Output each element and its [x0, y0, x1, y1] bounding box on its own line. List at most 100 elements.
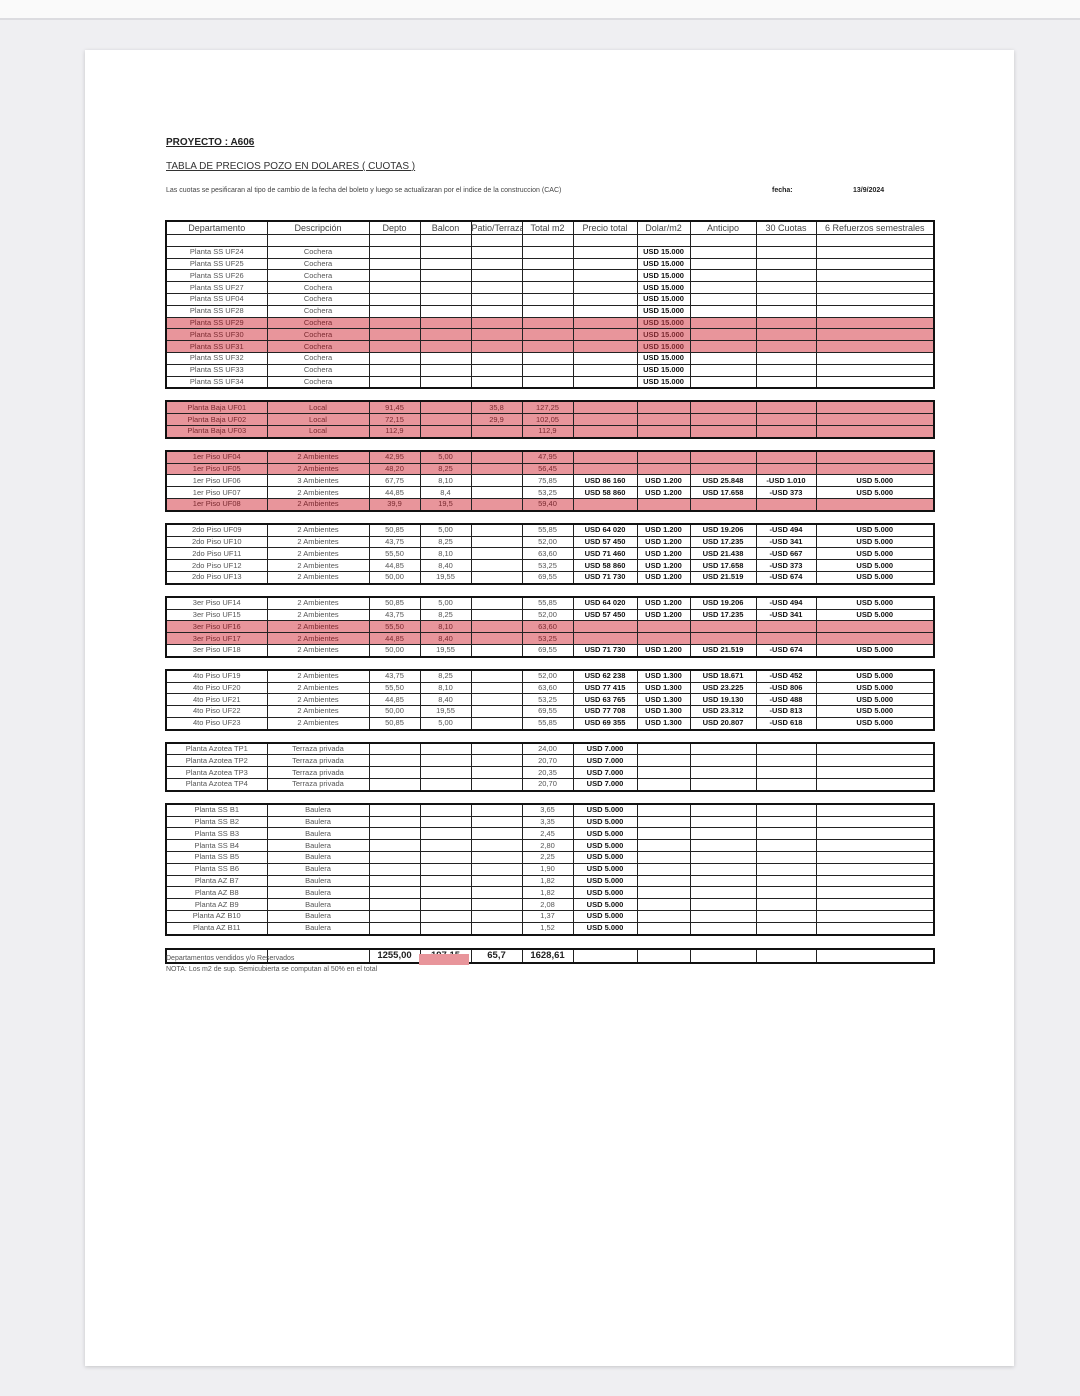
table-cell	[689, 862, 757, 876]
table-cell: 4to Piso UF21	[165, 693, 268, 707]
table-cell	[755, 815, 817, 829]
table-cell: USD 15.000	[636, 269, 691, 283]
table-cell: USD 5.000	[572, 898, 638, 912]
table-row-sold: Planta SS UF31 Cochera USD 15.000	[165, 340, 935, 353]
table-cell: 63,60	[521, 547, 574, 561]
table-cell	[755, 632, 817, 645]
table-cell	[266, 234, 370, 247]
table-cell	[636, 886, 691, 900]
table-row: 3er Piso UF15 2 Ambientes 43,75 8,25 52,00 US…	[165, 608, 935, 622]
table-cell: Baulera	[266, 921, 370, 936]
table-cell	[419, 304, 472, 318]
table-cell	[368, 766, 421, 780]
table-cell: USD 1.200	[636, 523, 691, 537]
table-cell	[815, 815, 935, 829]
date-value: 13/9/2024	[853, 187, 885, 194]
table-cell: USD 77 415	[572, 681, 638, 695]
table-cell	[636, 898, 691, 912]
column-header: Departamento	[165, 220, 268, 235]
table-cell	[755, 778, 817, 792]
table-cell: Terraza privada	[266, 754, 370, 768]
table-cell	[689, 839, 757, 853]
table-cell: Cochera	[266, 269, 370, 283]
table-cell	[815, 898, 935, 912]
table-cell: USD 5.000	[815, 535, 935, 549]
table-cell	[419, 257, 472, 271]
table-row: Planta AZ B10 Baulera 1,37 USD 5.000	[165, 910, 935, 923]
table-cell	[419, 766, 472, 780]
table-cell	[572, 413, 638, 426]
table-cell	[470, 705, 523, 718]
table-cell	[815, 766, 935, 780]
table-cell	[368, 851, 421, 864]
table-cell: 2do Piso UF11	[165, 547, 268, 561]
table-cell	[521, 245, 574, 259]
table-cell	[470, 375, 523, 389]
table-cell	[689, 424, 757, 439]
table-cell	[368, 328, 421, 342]
date-label: fecha:	[772, 187, 793, 194]
table-cell	[419, 851, 472, 864]
table-cell: 2 Ambientes	[266, 596, 370, 610]
table-cell: USD 5.000	[815, 547, 935, 561]
table-cell: Planta SS UF28	[165, 304, 268, 318]
table-cell	[470, 340, 523, 353]
table-cell: USD 5.000	[815, 681, 935, 695]
table-cell: USD 1.300	[636, 693, 691, 707]
table-cell: USD 1.200	[636, 559, 691, 572]
table-cell	[572, 363, 638, 377]
table-row-sold: Planta Baja UF01 Local 91,45 35,8 127,25	[165, 400, 935, 415]
table-cell	[636, 413, 691, 426]
table-cell	[755, 375, 817, 389]
table-cell: USD 15.000	[636, 363, 691, 377]
table-cell: USD 71 730	[572, 643, 638, 658]
table-cell	[368, 827, 421, 841]
table-cell: 2 Ambientes	[266, 632, 370, 645]
table-cell	[470, 898, 523, 912]
table-cell	[689, 351, 757, 365]
table-cell	[755, 351, 817, 365]
table-cell	[470, 328, 523, 342]
column-header: Descripción	[266, 220, 370, 235]
column-header: Patio/Terraza	[470, 220, 523, 235]
table-cell	[689, 234, 757, 247]
table-cell	[755, 803, 817, 817]
table-cell: 56,45	[521, 462, 574, 476]
table-cell: 24,00	[521, 742, 574, 756]
table-cell: 1,90	[521, 862, 574, 876]
table-cell	[815, 424, 935, 439]
table-cell	[368, 351, 421, 365]
table-cell	[572, 351, 638, 365]
table-cell: Planta SS B1	[165, 803, 268, 817]
table-cell: 42,95	[368, 450, 421, 464]
table-cell	[689, 269, 757, 283]
table-cell	[368, 281, 421, 294]
table-cell	[636, 450, 691, 464]
table-cell: USD 1.200	[636, 608, 691, 622]
table-cell	[470, 643, 523, 658]
table-cell: Cochera	[266, 328, 370, 342]
table-row: 4to Piso UF20 2 Ambientes 55,50 8,10 63,60 US…	[165, 681, 935, 695]
table-cell: Baulera	[266, 862, 370, 876]
table-cell	[165, 234, 268, 247]
table-row: 1er Piso UF07 2 Ambientes 44,85 8,4 53,25 USD…	[165, 486, 935, 499]
table-cell	[470, 363, 523, 377]
table-cell: 43,75	[368, 535, 421, 549]
table-cell	[470, 559, 523, 572]
table-cell: USD 1.300	[636, 705, 691, 718]
table-cell: 50,00	[368, 570, 421, 585]
table-cell: Terraza privada	[266, 742, 370, 756]
column-header: Dolar/m2	[636, 220, 691, 235]
table-cell	[470, 570, 523, 585]
table-cell	[572, 281, 638, 294]
table-cell	[368, 234, 421, 247]
table-cell: Planta SS UF24	[165, 245, 268, 259]
table-cell: 2 Ambientes	[266, 486, 370, 499]
table-cell	[419, 234, 472, 247]
table-cell	[572, 328, 638, 342]
table-cell	[636, 400, 691, 415]
table-cell: USD 64 020	[572, 596, 638, 610]
table-cell: 8,40	[419, 559, 472, 572]
table-cell	[636, 766, 691, 780]
table-cell: USD 5.000	[815, 523, 935, 537]
